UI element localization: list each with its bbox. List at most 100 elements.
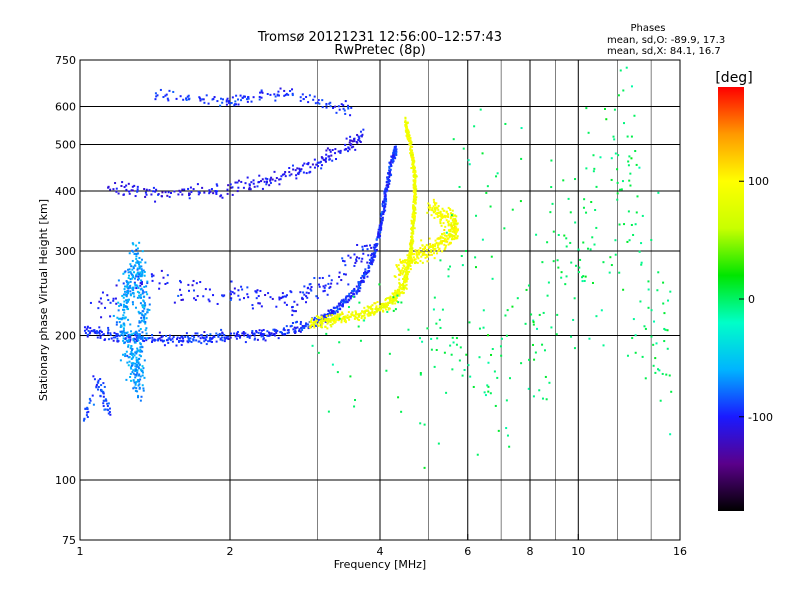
echo-point xyxy=(242,332,245,335)
echo-point xyxy=(197,193,200,196)
echo-point xyxy=(219,104,222,107)
echo-point xyxy=(408,253,411,256)
echo-point xyxy=(287,93,290,96)
echo-point xyxy=(447,234,450,237)
echo-point xyxy=(180,339,183,342)
echo-point xyxy=(641,355,644,358)
echo-point xyxy=(455,343,458,346)
echo-point xyxy=(347,105,350,108)
echo-point xyxy=(350,294,353,297)
echo-point xyxy=(139,271,142,274)
echo-point xyxy=(500,337,503,340)
echo-point xyxy=(127,300,130,303)
echo-point xyxy=(316,101,319,104)
echo-point xyxy=(109,333,112,336)
echo-point xyxy=(129,270,132,273)
echo-point xyxy=(275,305,278,308)
echo-point xyxy=(135,287,138,290)
echo-point xyxy=(381,303,384,306)
echo-point xyxy=(127,335,130,338)
echo-point xyxy=(140,279,143,282)
echo-point xyxy=(353,140,356,143)
echo-point xyxy=(663,312,666,315)
echo-point xyxy=(368,262,371,265)
echo-point xyxy=(600,309,603,312)
echo-point xyxy=(444,237,447,240)
echo-point xyxy=(369,262,372,265)
echo-point xyxy=(372,255,375,258)
echo-point xyxy=(379,215,382,218)
echo-point xyxy=(143,340,146,343)
echo-point xyxy=(138,383,141,386)
echo-point xyxy=(283,333,286,336)
echo-point xyxy=(451,368,454,371)
echo-point xyxy=(122,334,125,337)
echo-point xyxy=(376,242,379,245)
echo-point xyxy=(247,296,250,299)
echo-point xyxy=(124,353,127,356)
echo-point xyxy=(497,429,500,432)
echo-point xyxy=(383,195,386,198)
echo-point xyxy=(258,181,261,184)
echo-point xyxy=(135,380,138,383)
echo-point xyxy=(133,184,136,187)
echo-point xyxy=(120,330,123,333)
echo-point xyxy=(343,315,346,318)
echo-point xyxy=(330,325,333,328)
echo-point xyxy=(390,159,393,162)
echo-point xyxy=(194,332,197,335)
echo-point xyxy=(376,236,379,239)
echo-point xyxy=(188,337,191,340)
echo-point xyxy=(240,180,243,183)
echo-point xyxy=(560,276,563,279)
echo-point xyxy=(117,192,120,195)
echo-point xyxy=(345,316,348,319)
echo-point xyxy=(402,282,405,285)
echo-point xyxy=(386,303,389,306)
echo-point xyxy=(135,244,138,247)
echo-point xyxy=(388,307,391,310)
echo-point xyxy=(131,371,134,374)
echo-point xyxy=(176,336,179,339)
echo-point xyxy=(285,303,288,306)
echo-point xyxy=(236,190,239,193)
echo-point xyxy=(647,306,650,309)
echo-point xyxy=(641,214,644,217)
echo-point xyxy=(491,277,494,280)
echo-point xyxy=(142,389,145,392)
echo-point xyxy=(265,180,268,183)
echo-point xyxy=(305,295,308,298)
echo-point xyxy=(408,143,411,146)
echo-point xyxy=(582,275,585,278)
echo-point xyxy=(123,333,126,336)
echo-point xyxy=(324,284,327,287)
echo-point xyxy=(309,283,312,286)
echo-point xyxy=(93,331,96,334)
echo-point xyxy=(235,333,238,336)
echo-point xyxy=(399,285,402,288)
echo-point xyxy=(136,272,139,275)
echo-point xyxy=(187,94,190,97)
echo-point xyxy=(366,313,369,316)
echo-point xyxy=(129,335,132,338)
echo-point xyxy=(282,328,285,331)
echo-point xyxy=(329,320,332,323)
echo-point xyxy=(141,374,144,377)
echo-point xyxy=(410,256,413,259)
echo-point xyxy=(145,332,148,335)
echo-point xyxy=(355,260,358,263)
echo-point xyxy=(137,335,140,338)
echo-point xyxy=(88,332,91,335)
echo-point xyxy=(364,268,367,271)
echo-point xyxy=(617,94,620,97)
echo-point xyxy=(361,133,364,136)
echo-point xyxy=(210,337,213,340)
echo-point xyxy=(216,302,219,305)
echo-point xyxy=(343,109,346,112)
echo-point xyxy=(447,268,450,271)
echo-point xyxy=(184,335,187,338)
echo-point xyxy=(317,161,320,164)
echo-point xyxy=(139,346,142,349)
echo-point xyxy=(535,233,538,236)
echo-point xyxy=(116,337,119,340)
